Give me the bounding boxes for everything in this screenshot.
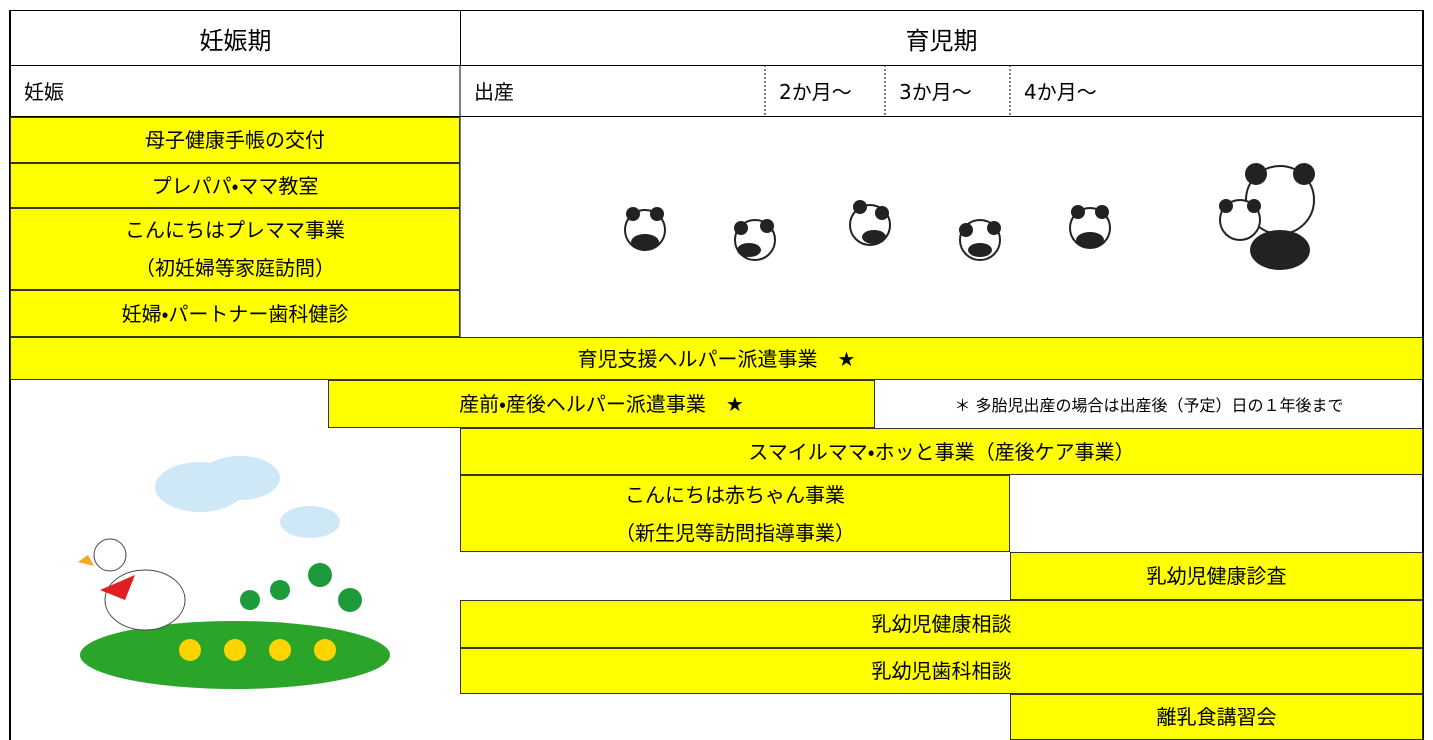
- service-box: 妊婦・パートナー歯科健診: [10, 290, 460, 337]
- label: 育児支援ヘルパー派遣事業 ★: [577, 346, 856, 371]
- service-line: 乳幼児健康診査: [1147, 557, 1287, 595]
- label: 妊娠期: [199, 26, 272, 55]
- service-line: 母子健康手帳の交付: [145, 121, 325, 159]
- label: 育児期: [905, 26, 978, 55]
- label: 3か月～: [899, 80, 972, 104]
- service-box: 母子健康手帳の交付: [10, 117, 460, 163]
- service-line: こんにちはプレママ事業: [125, 211, 345, 249]
- stage-cell: 3か月～: [885, 65, 1010, 117]
- service-box: 育児支援ヘルパー派遣事業 ★: [10, 337, 1423, 380]
- stage-cell: 出産: [460, 65, 765, 117]
- service-line: 産前・産後ヘルパー派遣事業 ★: [459, 385, 744, 423]
- label: プレパパ・ママ教室: [151, 173, 319, 198]
- header-cell: 妊娠期: [10, 10, 461, 66]
- label: 離乳食講習会: [1156, 705, 1277, 729]
- service-box: こんにちは赤ちゃん事業 （新生児等訪問指導事業）: [460, 475, 1010, 552]
- service-line: 離乳食講習会: [1157, 698, 1277, 736]
- service-box: 乳幼児歯科相談: [460, 648, 1423, 694]
- label: 産前・産後ヘルパー派遣事業 ★: [459, 392, 744, 416]
- label: 乳幼児健康診査: [1146, 564, 1287, 588]
- label: 妊婦・パートナー歯科健診: [121, 301, 349, 326]
- stage-cell: 2か月～: [765, 65, 885, 117]
- service-box: 産前・産後ヘルパー派遣事業 ★: [328, 380, 875, 428]
- stage-cell: 4か月～: [1010, 65, 1423, 117]
- service-line: 育児支援ヘルパー派遣事業 ★: [578, 340, 856, 378]
- label: こんにちは赤ちゃん事業: [625, 482, 845, 507]
- pandas: [624, 163, 1315, 270]
- label: （新生児等訪問指導事業）: [615, 520, 855, 545]
- duck-scene: [78, 456, 390, 689]
- stage-cell: 妊娠: [10, 65, 460, 117]
- label: 4か月～: [1024, 80, 1097, 104]
- service-line: 乳幼児健康相談: [872, 605, 1012, 643]
- service-box: 乳幼児健康相談: [460, 600, 1423, 648]
- service-box: プレパパ・ママ教室: [10, 163, 460, 208]
- label: こんにちはプレママ事業: [125, 218, 345, 242]
- label: 出産: [474, 80, 514, 104]
- label: 乳幼児健康相談: [871, 612, 1012, 636]
- service-box: 乳幼児健康診査: [1010, 552, 1423, 600]
- service-line: プレパパ・ママ教室: [152, 167, 319, 205]
- service-line: 乳幼児歯科相談: [872, 652, 1012, 690]
- service-line: （初妊婦等家庭訪問）: [135, 249, 335, 287]
- service-line: こんにちは赤ちゃん事業: [625, 476, 845, 514]
- service-line: 妊婦・パートナー歯科健診: [122, 295, 349, 333]
- label: 乳幼児歯科相談: [871, 659, 1012, 683]
- label: ＊ 多胎児出産の場合は出産後（予定）日の１年後まで: [954, 396, 1344, 415]
- service-box: こんにちはプレママ事業 （初妊婦等家庭訪問）: [10, 208, 460, 290]
- service-box: 離乳食講習会: [1010, 694, 1423, 740]
- label: スマイルママ・ホッと事業（産後ケア事業）: [748, 439, 1135, 464]
- label: （初妊婦等家庭訪問）: [135, 256, 335, 280]
- label: 2か月～: [779, 80, 852, 104]
- stage-dividers: [459, 65, 1011, 117]
- label: 妊娠: [24, 80, 64, 104]
- note: ＊ 多胎児出産の場合は出産後（予定）日の１年後まで: [875, 380, 1423, 428]
- label: 母子健康手帳の交付: [145, 128, 325, 152]
- service-line: （新生児等訪問指導事業）: [615, 514, 855, 552]
- header-cell: 育児期: [460, 10, 1423, 66]
- service-line: スマイルママ・ホッと事業（産後ケア事業）: [748, 433, 1134, 471]
- service-box: スマイルママ・ホッと事業（産後ケア事業）: [460, 428, 1423, 475]
